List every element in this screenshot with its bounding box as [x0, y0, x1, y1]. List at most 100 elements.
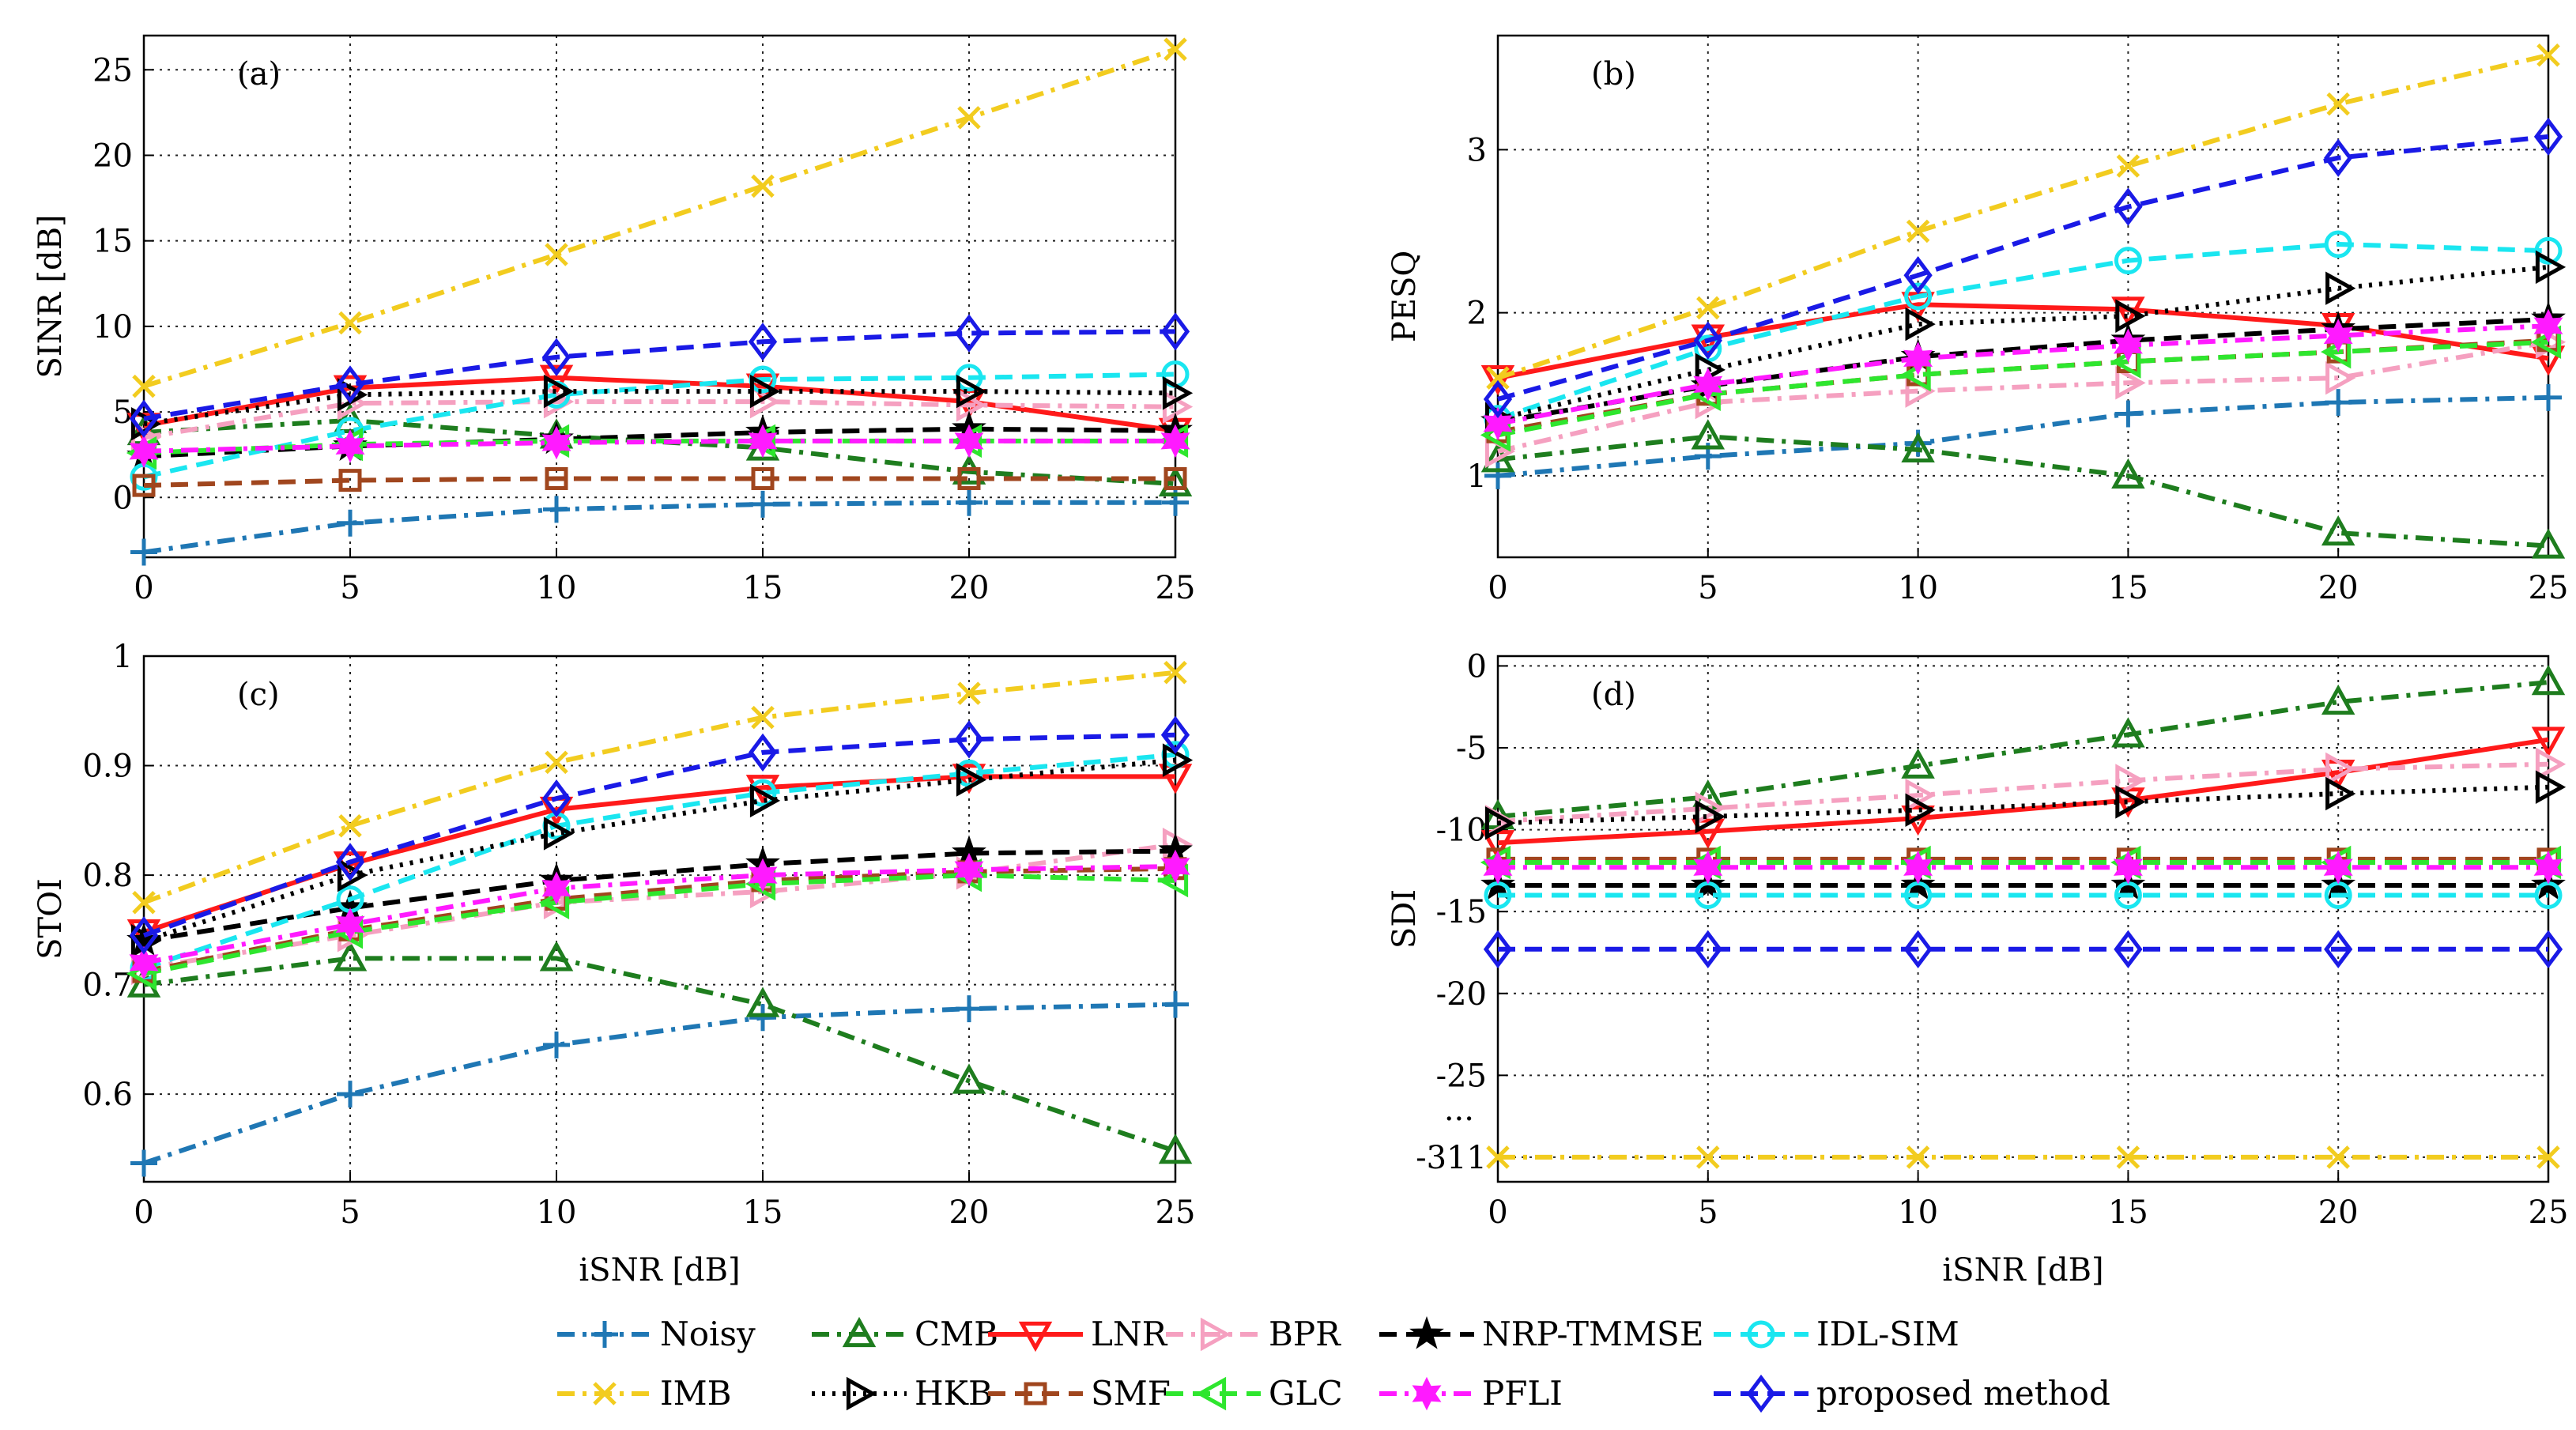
x-tick-label: 15: [743, 570, 783, 606]
data-point: [1693, 850, 1723, 885]
series-line-pfli: [143, 438, 1175, 454]
data-point: [2535, 383, 2562, 411]
data-point: [2533, 850, 2563, 885]
data-point: [1160, 715, 1190, 754]
data-point: [1484, 462, 1511, 489]
y-axis-label: SINR [dB]: [32, 214, 69, 378]
series-proposed-method: [129, 312, 1190, 438]
data-point: [333, 941, 368, 972]
series-imb: [132, 37, 1187, 398]
series-smf: [132, 466, 1187, 497]
y-tick-label: -5: [1456, 730, 1487, 767]
data-point: [2325, 389, 2352, 417]
legend-marker: [591, 1321, 618, 1348]
y-tick-label: 0.6: [82, 1077, 133, 1113]
data-point: [1693, 321, 1722, 360]
data-point: [1158, 1134, 1193, 1164]
data-point: [2323, 850, 2353, 885]
data-point: [337, 1081, 364, 1108]
y-tick-label: 25: [92, 52, 133, 89]
x-tick-label: 5: [1698, 570, 1718, 606]
y-tick-label: 0: [1467, 648, 1487, 685]
y-tick-label: 5: [113, 394, 133, 431]
series-line-pfli: [143, 864, 1176, 965]
data-point: [1164, 661, 1187, 685]
series-line-nrp-tmmse: [143, 848, 1176, 944]
panel-label: (c): [237, 677, 280, 713]
data-point: [745, 987, 780, 1017]
data-point: [1164, 37, 1187, 62]
data-point: [2531, 726, 2566, 757]
data-point: [1162, 990, 1189, 1018]
data-point: [1691, 818, 1726, 849]
series-imb: [1486, 43, 2560, 390]
x-tick-label: 0: [134, 1194, 153, 1231]
series-line-idl-sim: [143, 372, 1176, 480]
data-point: [335, 428, 365, 463]
x-axis-label: iSNR [dB]: [1942, 1252, 2103, 1289]
series-line-proposed-method: [1497, 134, 2549, 402]
legend-item-noisy: Noisy: [557, 1315, 756, 1353]
data-point: [2536, 1145, 2560, 1169]
series-imb: [1486, 1145, 2560, 1169]
data-point: [1480, 365, 1515, 396]
data-point: [1160, 849, 1190, 884]
data-point: [1691, 419, 1726, 450]
data-point: [751, 466, 775, 490]
data-point: [2325, 271, 2356, 305]
panel-label: (b): [1591, 56, 1636, 92]
legend-label: SMF: [1091, 1374, 1171, 1413]
data-point: [129, 945, 159, 980]
legend-item-proposed-method: proposed method: [1714, 1374, 2110, 1413]
panel-label: (a): [237, 56, 281, 92]
axes-frame: [142, 34, 1177, 559]
series-line-glc: [143, 438, 1175, 455]
y-tick-label: -15: [1436, 894, 1487, 930]
legend-label: LNR: [1091, 1315, 1168, 1353]
series-noisy: [130, 489, 1189, 566]
x-tick-label: 5: [1698, 1194, 1718, 1231]
data-point: [749, 1004, 776, 1032]
panel-b: 0 5 10 15 20 25 1 2 3 PESQ (b): [1386, 34, 2569, 606]
data-point: [1484, 806, 1516, 840]
data-point: [2115, 299, 2146, 333]
series-cmb: [126, 941, 1193, 1164]
data-point: [1162, 376, 1194, 410]
legend-label: PFLI: [1482, 1374, 1563, 1413]
axis-break-marker: ...: [1444, 1092, 1474, 1128]
y-tick-label: -20: [1436, 976, 1487, 1013]
legend-label: NRP-TMMSE: [1482, 1315, 1704, 1353]
series-line-cmb: [143, 956, 1176, 1154]
data-point: [543, 817, 575, 851]
x-tick-label: 25: [2529, 570, 2569, 606]
series-line-lnr: [1497, 302, 2549, 381]
legend-marker: [1195, 1376, 1227, 1411]
legend-marker: [1746, 1374, 1776, 1413]
legend-label: GLC: [1269, 1374, 1343, 1413]
data-point: [338, 813, 362, 838]
series-pfli: [129, 424, 1190, 469]
x-tick-label: 15: [2108, 570, 2148, 606]
data-point: [2531, 664, 2566, 696]
data-point: [129, 434, 159, 469]
data-point: [954, 720, 984, 759]
series-line-smf: [143, 476, 1175, 489]
legend-item-pfli: PFLI: [1379, 1374, 1563, 1413]
series-line-noisy: [143, 500, 1175, 555]
data-point: [2531, 528, 2566, 559]
x-tick-label: 10: [537, 1194, 577, 1231]
series-line-lnr: [143, 774, 1175, 934]
data-point: [129, 399, 159, 438]
data-point: [748, 424, 778, 458]
series-line-imb: [143, 47, 1176, 389]
series-proposed-method: [1483, 930, 2563, 968]
data-point: [2325, 752, 2356, 787]
data-point: [2323, 319, 2353, 353]
axes-frame: [1496, 34, 2550, 559]
data-point: [2533, 308, 2563, 343]
legend-item-hkb: HKB: [812, 1374, 993, 1413]
data-point: [1158, 466, 1193, 497]
data-point: [954, 852, 984, 887]
data-point: [1903, 930, 1933, 968]
